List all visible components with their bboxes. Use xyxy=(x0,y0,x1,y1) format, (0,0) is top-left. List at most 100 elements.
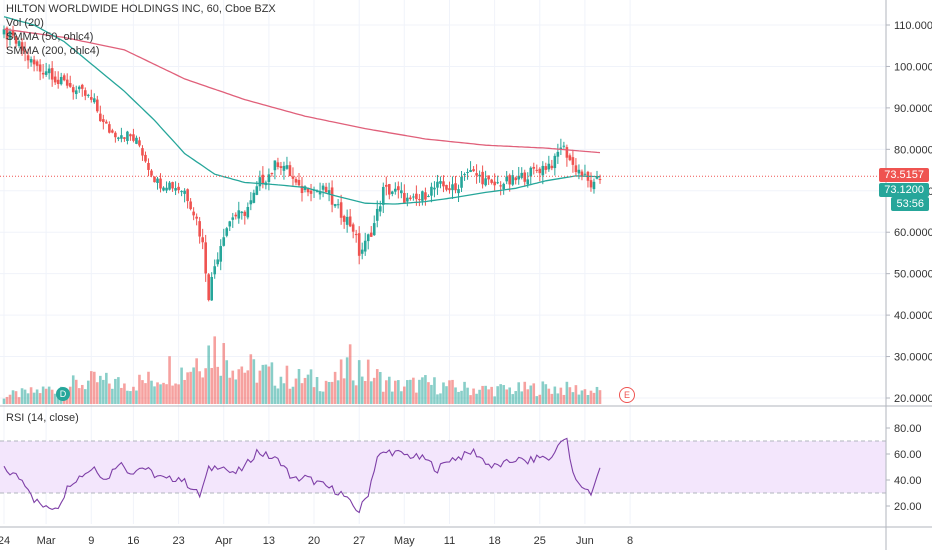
volume-bar xyxy=(421,377,424,404)
candle-body xyxy=(38,64,42,72)
legend: HILTON WORLDWIDE HOLDINGS INC, 60, Cboe … xyxy=(6,2,276,58)
legend-smma-200[interactable]: SMMA (200, ohlc4) xyxy=(6,45,100,57)
volume-bar xyxy=(409,379,412,404)
candle-body xyxy=(387,184,391,195)
volume-bar xyxy=(568,387,572,404)
volume-bar xyxy=(162,382,165,404)
candle-body xyxy=(282,165,286,171)
volume-bar xyxy=(541,381,545,404)
volume-bar xyxy=(138,374,141,404)
volume-bar xyxy=(270,362,274,404)
dividend-event-badge[interactable]: D xyxy=(56,387,70,401)
candle-body xyxy=(375,208,379,221)
earnings-event-badge[interactable]: E xyxy=(619,387,635,403)
volume-bar xyxy=(472,388,475,404)
candle-body xyxy=(321,185,325,190)
candle-body xyxy=(5,27,9,40)
volume-bar xyxy=(267,366,271,404)
candle-body xyxy=(180,191,183,193)
volume-bar xyxy=(517,382,521,404)
volume-bar xyxy=(243,372,247,404)
rsi-legend[interactable]: RSI (14, close) xyxy=(6,412,79,424)
volume-bar xyxy=(595,386,599,404)
volume-bar xyxy=(32,392,36,404)
price-tick-label: 110.0000 xyxy=(894,20,932,32)
candle-body xyxy=(2,29,6,35)
candle-body xyxy=(26,55,30,61)
candle-body xyxy=(44,71,48,75)
volume-bar xyxy=(592,392,596,404)
volume-bar xyxy=(71,375,75,404)
candles xyxy=(2,25,602,302)
legend-volume[interactable]: Vol (20) xyxy=(6,17,44,29)
smma-200-line xyxy=(3,28,601,154)
candle-body xyxy=(53,76,57,83)
candle-body xyxy=(17,41,21,46)
volume-bar xyxy=(237,369,241,404)
smma-50-line xyxy=(3,16,601,205)
candle-body xyxy=(177,186,180,191)
candle-body xyxy=(330,187,334,205)
volume-bar xyxy=(360,376,364,404)
candle-body xyxy=(198,221,201,237)
volume-bar xyxy=(406,380,409,404)
volume-bar xyxy=(475,393,478,404)
volume-bar xyxy=(108,383,111,404)
candle-body xyxy=(354,233,358,236)
volume-bar xyxy=(186,372,189,404)
candle-body xyxy=(318,191,322,195)
time-tick-label: 27 xyxy=(353,535,365,547)
candle-body xyxy=(363,240,367,252)
volume-bar xyxy=(442,382,445,404)
volume-bar xyxy=(120,387,123,404)
volume-bar xyxy=(177,384,180,404)
candle-body xyxy=(565,147,569,158)
candle-body xyxy=(544,166,548,170)
volume-bar xyxy=(291,386,295,404)
volume-bar xyxy=(228,377,232,404)
legend-symbol[interactable]: HILTON WORLDWIDE HOLDINGS INC, 60, Cboe … xyxy=(6,3,276,15)
candle-body xyxy=(336,204,340,206)
rsi-pane xyxy=(0,437,886,514)
price-tick-label: 100.0000 xyxy=(894,61,932,73)
candle-body xyxy=(71,87,75,93)
volume-bar xyxy=(80,384,84,404)
candle-body xyxy=(511,175,515,185)
candle-body xyxy=(475,173,478,176)
candle-body xyxy=(541,165,545,176)
volume-bar xyxy=(156,382,159,404)
volume-bar xyxy=(210,367,213,404)
volume-bar xyxy=(403,386,406,404)
candle-body xyxy=(83,90,87,96)
volume-bar xyxy=(195,358,198,404)
candle-body xyxy=(294,179,298,183)
candle-body xyxy=(171,182,174,189)
candle-body xyxy=(598,179,602,181)
volume-bar xyxy=(384,380,388,404)
volume-bar xyxy=(231,370,235,404)
candle-body xyxy=(291,176,295,179)
volume-bar xyxy=(336,380,340,404)
volume-bar xyxy=(50,389,54,404)
volume-bar xyxy=(418,379,421,404)
time-tick-label: 13 xyxy=(263,535,275,547)
volume-bar xyxy=(445,386,448,404)
candle-body xyxy=(309,190,313,194)
volume-bar xyxy=(457,391,460,404)
volume-bar xyxy=(532,383,536,404)
candle-body xyxy=(372,223,376,236)
volume-bar xyxy=(240,366,244,404)
volume-bar xyxy=(571,392,575,404)
candle-body xyxy=(589,180,593,188)
candle-body xyxy=(436,181,439,188)
legend-smma-50[interactable]: SMMA (50, ohlc4) xyxy=(6,31,94,43)
candle-body xyxy=(117,137,120,139)
candle-body xyxy=(105,121,108,124)
volume-bar xyxy=(556,393,560,404)
candle-body xyxy=(472,169,475,172)
volume-bar xyxy=(126,390,129,404)
volume-bar xyxy=(29,387,33,404)
candle-body xyxy=(547,163,551,170)
candle-body xyxy=(144,154,147,162)
